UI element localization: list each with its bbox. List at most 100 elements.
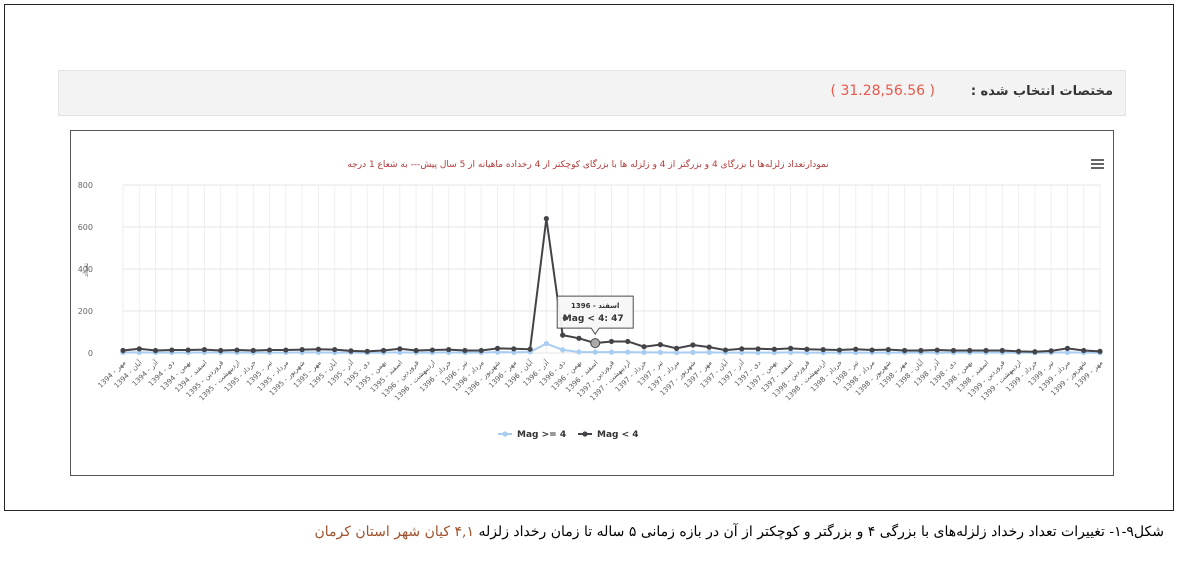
point <box>560 347 566 353</box>
y-tick-label: 200 <box>78 307 93 316</box>
caption-highlight: ۴,۱ کیان شهر استان کرمان <box>314 524 474 540</box>
legend-label: Mag >= 4 <box>517 430 566 440</box>
point <box>446 347 452 353</box>
figure-frame <box>4 4 1174 511</box>
point <box>1064 349 1071 355</box>
point <box>690 349 696 355</box>
point <box>625 338 631 345</box>
y-axis-label: تعداد <box>82 263 90 277</box>
coordinates-label: مختصات انتخاب شده : <box>970 84 1113 99</box>
point <box>315 346 321 352</box>
point <box>576 335 582 341</box>
point <box>902 347 908 354</box>
point <box>543 216 549 222</box>
point <box>169 347 175 353</box>
point <box>690 342 696 348</box>
point <box>332 347 338 353</box>
point <box>1032 349 1038 355</box>
tooltip-dot <box>562 315 568 321</box>
point <box>983 347 989 354</box>
point <box>1097 348 1103 354</box>
point <box>608 349 615 355</box>
point <box>836 347 843 353</box>
legend-dot <box>502 431 508 437</box>
point <box>706 344 712 350</box>
hover-marker <box>590 338 601 349</box>
point <box>804 346 810 352</box>
point <box>625 349 631 355</box>
menu-bar <box>1091 159 1104 161</box>
point <box>885 347 891 353</box>
point <box>218 347 224 354</box>
point <box>739 346 745 352</box>
point <box>511 346 517 352</box>
point <box>771 346 777 352</box>
point <box>543 340 549 347</box>
point <box>413 347 419 354</box>
point <box>755 346 761 352</box>
point <box>641 344 647 350</box>
point <box>397 349 403 355</box>
point <box>250 347 256 354</box>
point <box>576 349 582 355</box>
point <box>592 349 598 355</box>
chart-title: نمودارتعداد زلزله‌ها با بزرگای 4 و بزرگت… <box>347 158 828 170</box>
point <box>788 349 794 355</box>
point <box>120 347 126 354</box>
point <box>722 347 729 353</box>
point <box>560 332 566 338</box>
menu-bar <box>1091 163 1104 165</box>
point <box>1064 345 1071 351</box>
point <box>853 346 859 352</box>
coordinates-value: ( 31.28,56.56 ) <box>830 83 935 99</box>
caption-text: شکل۹-۱- تغییرات تعداد رخداد زلزله‌های با… <box>478 524 1164 540</box>
point <box>820 347 826 353</box>
point <box>380 347 387 354</box>
point <box>950 347 957 354</box>
point <box>755 349 761 356</box>
point <box>739 349 745 356</box>
figure-caption: شکل۹-۱- تغییرات تعداد رخداد زلزله‌های با… <box>315 524 1165 540</box>
menu-bar <box>1091 167 1104 169</box>
tooltip-title: 1396 - اسفند <box>571 302 620 310</box>
tooltip-label: Mag < 4: 47 <box>563 314 624 324</box>
y-tick-label: 600 <box>78 223 93 232</box>
point <box>869 347 875 353</box>
tooltip: 1396 - اسفند Mag < 4: 47 <box>556 295 634 336</box>
point <box>918 347 924 354</box>
point <box>364 348 370 354</box>
point <box>674 349 680 356</box>
point <box>527 346 533 352</box>
point <box>934 347 940 353</box>
point <box>494 345 501 351</box>
point <box>234 347 240 353</box>
point <box>348 348 354 354</box>
point <box>266 347 273 353</box>
point <box>136 346 142 352</box>
point <box>429 347 435 353</box>
point <box>967 347 973 354</box>
point <box>788 345 794 351</box>
point <box>462 347 468 354</box>
chart-box <box>70 130 1114 476</box>
point <box>641 349 647 355</box>
point <box>706 349 712 355</box>
point <box>657 349 663 355</box>
menu-icon[interactable] <box>1091 159 1104 169</box>
point <box>478 347 484 354</box>
point <box>494 349 501 355</box>
point <box>1081 347 1087 354</box>
point <box>511 349 517 355</box>
point <box>299 347 305 353</box>
point <box>185 347 191 353</box>
chart: نمودارتعداد زلزله‌ها با بزرگای 4 و بزرگت… <box>78 158 1105 440</box>
point <box>152 347 159 354</box>
point <box>657 342 663 348</box>
point <box>136 349 142 355</box>
point <box>283 347 289 353</box>
y-tick-label: 400 <box>78 265 93 274</box>
point <box>1048 348 1054 354</box>
point <box>201 347 208 353</box>
coordinates-bar: مختصات انتخاب شده : ( 31.28,56.56 ) <box>58 70 1126 116</box>
point <box>397 346 403 352</box>
